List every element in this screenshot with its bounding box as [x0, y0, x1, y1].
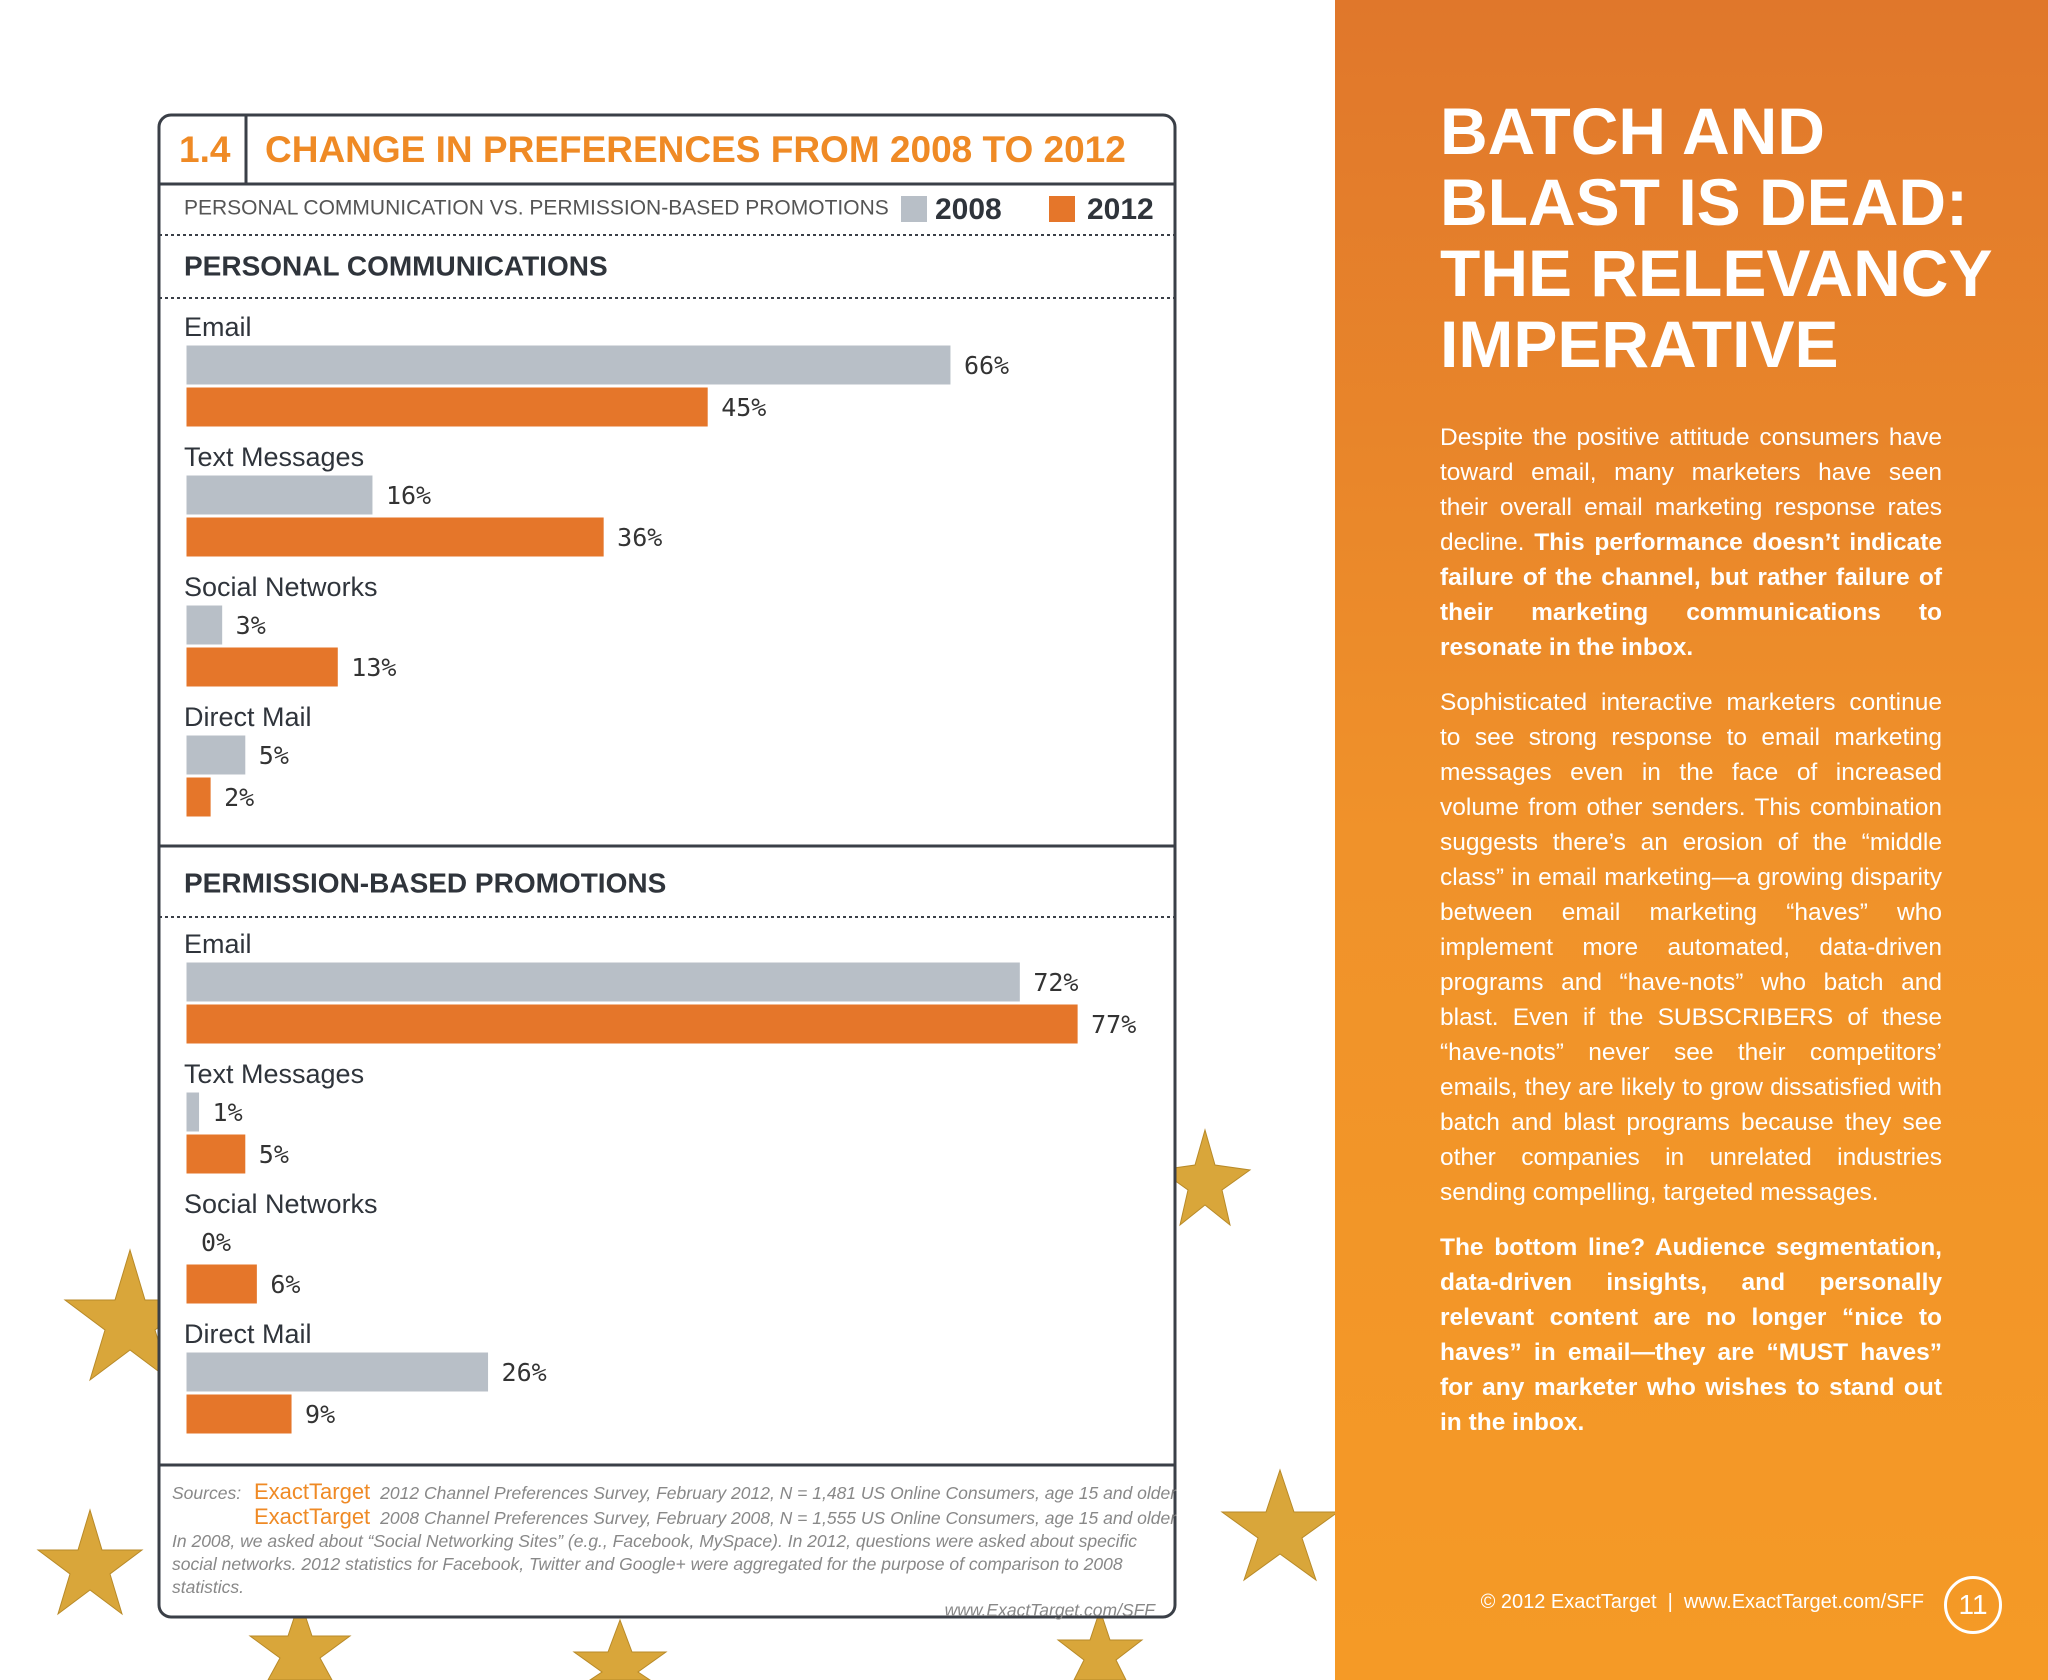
page-number: 11	[1944, 1576, 2002, 1634]
category-label: Email	[184, 312, 252, 342]
value-label: 9%	[305, 1400, 335, 1429]
text-run: Sophisticated interactive marketers cont…	[1440, 689, 1942, 1206]
source-row: ExactTarget 2008 Channel Preferences Surv…	[172, 1504, 1176, 1530]
text-run: The bottom line? Audience segmentation, …	[1440, 1234, 1942, 1436]
section-title: PERMISSION-BASED PROMOTIONS	[184, 867, 666, 898]
bar	[186, 1134, 246, 1174]
bar	[186, 345, 951, 385]
legend-label: 2012	[1087, 193, 1154, 226]
legend-label: 2008	[935, 193, 1002, 226]
bar	[186, 1264, 257, 1304]
source-row: Sources: ExactTarget 2012 Channel Preferen…	[172, 1479, 1176, 1505]
sidebar-title-line: THE RELEVANCY	[1440, 236, 1993, 310]
bar	[186, 605, 223, 645]
value-label: 3%	[236, 611, 266, 640]
value-label: 16%	[386, 481, 431, 510]
value-label: 0%	[201, 1228, 231, 1257]
legend-swatch	[901, 196, 927, 222]
bar	[186, 777, 211, 817]
category-label: Email	[184, 929, 252, 959]
figure-subtitle: PERSONAL COMMUNICATION VS. PERMISSION-BA…	[184, 197, 889, 220]
category-label: Direct Mail	[184, 702, 312, 732]
sidebar-panel	[1335, 0, 2048, 1680]
bar	[186, 962, 1020, 1002]
bar	[186, 387, 708, 427]
sidebar-body: Despite the positive attitude consumers …	[1440, 420, 1942, 1460]
paragraph: Despite the positive attitude consumers …	[1440, 420, 1942, 665]
value-label: 13%	[351, 653, 396, 682]
source-text: 2012 Channel Preferences Survey, Februar…	[380, 1483, 1177, 1503]
value-label: 66%	[964, 351, 1009, 380]
sources-label: Sources:	[172, 1483, 242, 1503]
value-label: 2%	[224, 783, 254, 812]
category-label: Social Networks	[184, 572, 378, 602]
bar	[186, 735, 246, 775]
sidebar-title-line: BATCH AND	[1440, 94, 1825, 168]
source-text: 2008 Channel Preferences Survey, Februar…	[380, 1508, 1177, 1528]
value-label: 26%	[502, 1358, 547, 1387]
star-decoration	[36, 1128, 1340, 1680]
brand: ExactTarget	[254, 1479, 371, 1504]
sidebar-title-line: BLAST IS DEAD:	[1440, 165, 1968, 239]
figure-title: CHANGE IN PREFERENCES FROM 2008 TO 2012	[265, 129, 1126, 170]
value-label: 36%	[617, 523, 662, 552]
value-label: 6%	[270, 1270, 300, 1299]
section-title: PERSONAL COMMUNICATIONS	[184, 250, 608, 281]
paragraph: Sophisticated interactive marketers cont…	[1440, 685, 1942, 1210]
text-run: Despite the positive attitude consumers …	[1440, 424, 1942, 556]
sidebar-title-line: IMPERATIVE	[1440, 307, 1839, 381]
paragraph: The bottom line? Audience segmentation, …	[1440, 1230, 1942, 1440]
value-label: 5%	[259, 1140, 289, 1169]
text-run: This performance doesn’t indicate failur…	[1440, 529, 1942, 661]
category-label: Text Messages	[184, 442, 364, 472]
figure-number: 1.4	[179, 129, 231, 170]
sources-url: www.ExactTarget.com/SFF	[944, 1600, 1155, 1620]
category-label: Text Messages	[184, 1059, 364, 1089]
bar	[186, 1092, 200, 1132]
value-label: 72%	[1033, 968, 1078, 997]
bar	[186, 1352, 489, 1392]
bar	[186, 517, 604, 557]
value-label: 77%	[1091, 1010, 1136, 1039]
value-label: 1%	[213, 1098, 243, 1127]
value-label: 5%	[259, 741, 289, 770]
bar	[186, 1394, 292, 1434]
legend-swatch	[1049, 196, 1075, 222]
value-label: 45%	[721, 393, 766, 422]
figure-frame	[157, 113, 1177, 1619]
bar	[186, 647, 338, 687]
bar	[186, 475, 373, 515]
sources-note: In 2008, we asked about “Social Networki…	[172, 1531, 1137, 1597]
brand: ExactTarget	[254, 1504, 371, 1529]
category-label: Social Networks	[184, 1189, 378, 1219]
bar	[186, 1004, 1078, 1044]
sources: Sources: ExactTarget 2012 Channel Preferen…	[172, 1479, 1176, 1622]
category-label: Direct Mail	[184, 1319, 312, 1349]
sidebar-title: BATCH AND BLAST IS DEAD: THE RELEVANCY IMPE…	[1440, 96, 1993, 380]
footer-text: © 2012 ExactTarget | www.ExactTarget.com…	[1480, 1591, 1924, 1613]
